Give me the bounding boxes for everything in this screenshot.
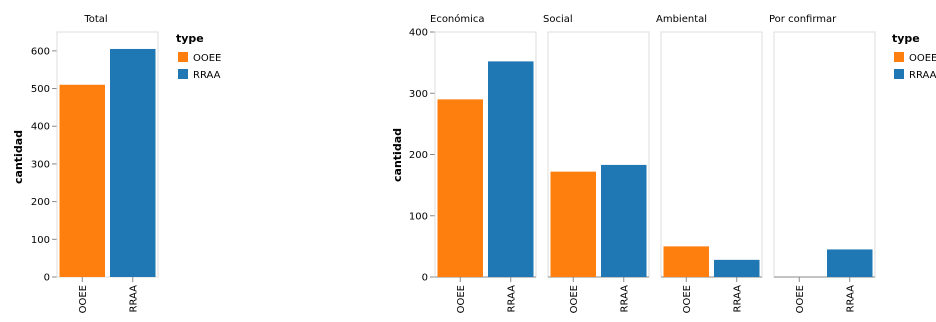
y-tick-label: 300 xyxy=(31,159,50,170)
chart2-facet-3-bar-rraa xyxy=(827,249,873,277)
facet-bars xyxy=(663,246,760,277)
chart2-facet-2: Ambiental OOEE RRAA xyxy=(656,14,763,313)
chart2-facet-title-2: Ambiental xyxy=(656,14,707,25)
chart1-legend-swatch-rraa xyxy=(178,69,188,79)
y-tick-label: 300 xyxy=(409,89,428,100)
y-tick-label: 0 xyxy=(422,273,428,284)
chart1-x-tick-label-ooee: OOEE xyxy=(78,285,89,313)
chart2-legend-title: type xyxy=(892,32,920,45)
y-tick-label: 200 xyxy=(31,197,50,208)
chart2-legend-label-rraa: RRAA xyxy=(909,70,936,81)
chart1-bar-rraa xyxy=(110,48,156,277)
chart2-facet-0-bar-ooee xyxy=(437,99,483,277)
y-tick-label: 0 xyxy=(44,273,50,284)
chart1-y-axis: 0 100 200 300 400 500 600 xyxy=(31,31,159,284)
chart2-facet-0-x-tick-label-rraa: RRAA xyxy=(506,285,517,313)
chart2-facet-2-x-tick-label-ooee: OOEE xyxy=(682,285,693,313)
chart2-legend: type OOEE RRAA xyxy=(892,32,936,81)
chart1-bars xyxy=(59,48,156,278)
y-tick-label: 500 xyxy=(31,84,50,95)
chart2-facet-title-1: Social xyxy=(543,14,573,25)
chart1-legend-title: type xyxy=(176,32,204,45)
chart2-facet-0: Económica OOEE RRAA xyxy=(430,13,537,313)
facet-x-axis: OOEE RRAA xyxy=(682,277,743,313)
total-chart: Total cantidad 0 100 200 300 400 500 600 OOEE R… xyxy=(12,14,221,313)
chart2-facet-1: Social OOEE RRAA xyxy=(543,14,650,313)
y-tick-label: 600 xyxy=(31,46,50,57)
chart1-x-axis: OOEE RRAA xyxy=(78,277,139,313)
chart1-bar-ooee xyxy=(59,84,105,278)
chart2-facet-title-0: Económica xyxy=(430,13,485,25)
chart2-facet-3: Por confirmar OOEE RRAA xyxy=(769,14,876,313)
chart2-legend-swatch-rraa xyxy=(894,69,904,79)
y-tick-label: 400 xyxy=(31,122,50,133)
facet-bars xyxy=(437,61,534,278)
y-tick-label: 100 xyxy=(409,211,428,222)
chart1-facet-title: Total xyxy=(83,14,107,25)
chart2-facet-2-bar-ooee xyxy=(663,246,709,277)
facet-frame xyxy=(773,31,876,278)
chart1-legend: type OOEE RRAA xyxy=(176,32,221,81)
chart1-plot-frame xyxy=(56,31,159,278)
chart2-facet-title-3: Por confirmar xyxy=(769,14,837,25)
facet-x-axis: OOEE RRAA xyxy=(569,277,630,313)
facet-bars xyxy=(827,249,873,277)
chart1-y-axis-title: cantidad xyxy=(12,130,25,184)
chart2-y-axis-title: cantidad xyxy=(391,128,404,182)
chart2-facet-3-x-tick-label-ooee: OOEE xyxy=(795,285,806,313)
chart1-legend-label-rraa: RRAA xyxy=(193,70,221,81)
facet-frame xyxy=(660,31,763,278)
facet-bars xyxy=(550,164,647,277)
chart1-x-tick-label-rraa: RRAA xyxy=(128,285,139,313)
facet-x-axis: OOEE RRAA xyxy=(795,277,856,313)
chart2-y-axis: 0 100 200 300 400 xyxy=(409,28,436,284)
y-tick-label: 400 xyxy=(409,28,428,39)
chart1-legend-label-ooee: OOEE xyxy=(193,53,221,64)
chart2-legend-label-ooee: OOEE xyxy=(909,53,936,64)
chart2-facet-1-x-tick-label-ooee: OOEE xyxy=(569,285,580,313)
chart2-facet-1-x-tick-label-rraa: RRAA xyxy=(619,285,630,313)
chart2-legend-swatch-ooee xyxy=(894,52,904,62)
chart2-facet-3-x-tick-label-rraa: RRAA xyxy=(845,285,856,313)
y-tick-label: 100 xyxy=(31,235,50,246)
chart2-facet-2-bar-rraa xyxy=(714,259,760,277)
facet-chart: cantidad 0 100 200 300 400 Económica OOEE RRAA… xyxy=(391,13,936,313)
chart2-facet-1-bar-ooee xyxy=(550,171,596,277)
chart2-facet-2-x-tick-label-rraa: RRAA xyxy=(732,285,743,313)
facet-x-axis: OOEE RRAA xyxy=(456,277,517,313)
chart2-facet-1-bar-rraa xyxy=(601,164,647,277)
chart2-facet-0-bar-rraa xyxy=(488,61,534,278)
y-tick-label: 200 xyxy=(409,150,428,161)
chart1-legend-swatch-ooee xyxy=(178,52,188,62)
chart2-facet-0-x-tick-label-ooee: OOEE xyxy=(456,285,467,313)
